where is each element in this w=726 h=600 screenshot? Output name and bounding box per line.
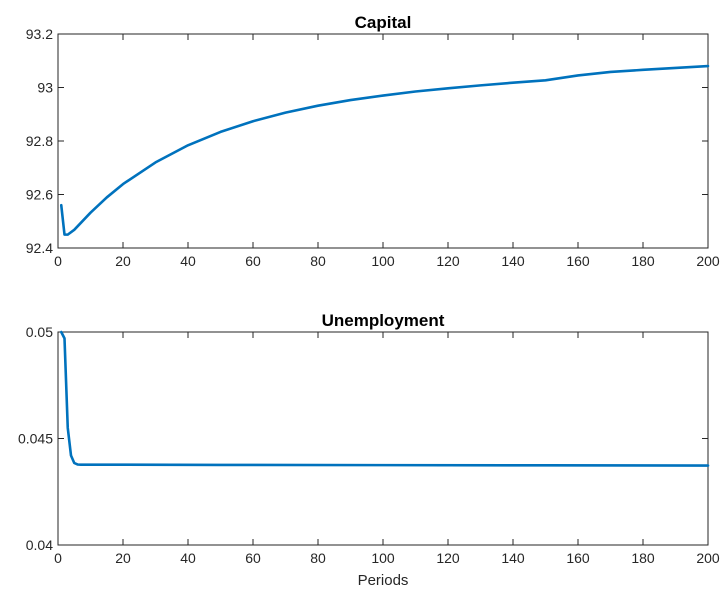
unemployment-x-tick-label: 200 xyxy=(696,550,720,566)
capital-y-tick-label: 92.4 xyxy=(26,240,53,256)
unemployment-x-tick-label: 180 xyxy=(631,550,655,566)
unemployment-y-tick-label: 0.04 xyxy=(26,537,53,553)
capital-x-tick-label: 180 xyxy=(631,253,655,269)
unemployment-x-tick-label: 60 xyxy=(245,550,261,566)
unemployment-x-tick-label: 120 xyxy=(436,550,460,566)
capital-x-tick-label: 60 xyxy=(245,253,261,269)
unemployment-x-tick-label: 80 xyxy=(310,550,326,566)
unemployment-x-tick-label: 160 xyxy=(566,550,590,566)
capital-x-tick-label: 160 xyxy=(566,253,590,269)
unemployment-x-tick-label: 40 xyxy=(180,550,196,566)
capital-y-tick-label: 93 xyxy=(37,80,53,96)
unemployment-title: Unemployment xyxy=(322,311,445,330)
unemployment-series-line xyxy=(59,330,710,467)
capital-x-tick-label: 100 xyxy=(371,253,395,269)
unemployment-x-axis-label: Periods xyxy=(358,572,409,589)
capital-x-tick-label: 200 xyxy=(696,253,720,269)
unemployment-y-tick-label: 0.045 xyxy=(18,431,53,447)
capital-y-tick-label: 93.2 xyxy=(26,26,53,42)
capital-x-tick-label: 0 xyxy=(54,253,62,269)
capital-y-tick-label: 92.6 xyxy=(26,187,53,203)
capital-x-tick-label: 140 xyxy=(501,253,525,269)
capital-x-tick-label: 40 xyxy=(180,253,196,269)
capital-y-tick-label: 92.8 xyxy=(26,133,53,149)
unemployment-plot-area xyxy=(57,331,709,546)
unemployment-x-tick-label: 20 xyxy=(115,550,131,566)
capital-title: Capital xyxy=(355,13,412,32)
capital-axes: 0 20 40 60 80 100 120 140 160 180 200 92.4 92.6 92.8 9… xyxy=(26,13,720,269)
unemployment-x-tick-label: 140 xyxy=(501,550,525,566)
capital-x-tick-label: 20 xyxy=(115,253,131,269)
unemployment-axes: 0 20 40 60 80 100 120 140 160 180 200 0.04 0.045 0.05… xyxy=(18,311,720,589)
unemployment-x-tick-label: 100 xyxy=(371,550,395,566)
capital-plot-area xyxy=(57,33,709,249)
capital-x-tick-label: 80 xyxy=(310,253,326,269)
unemployment-y-tick-label: 0.05 xyxy=(26,324,53,340)
unemployment-x-tick-label: 0 xyxy=(54,550,62,566)
capital-series-line xyxy=(59,64,710,236)
capital-x-tick-label: 120 xyxy=(436,253,460,269)
